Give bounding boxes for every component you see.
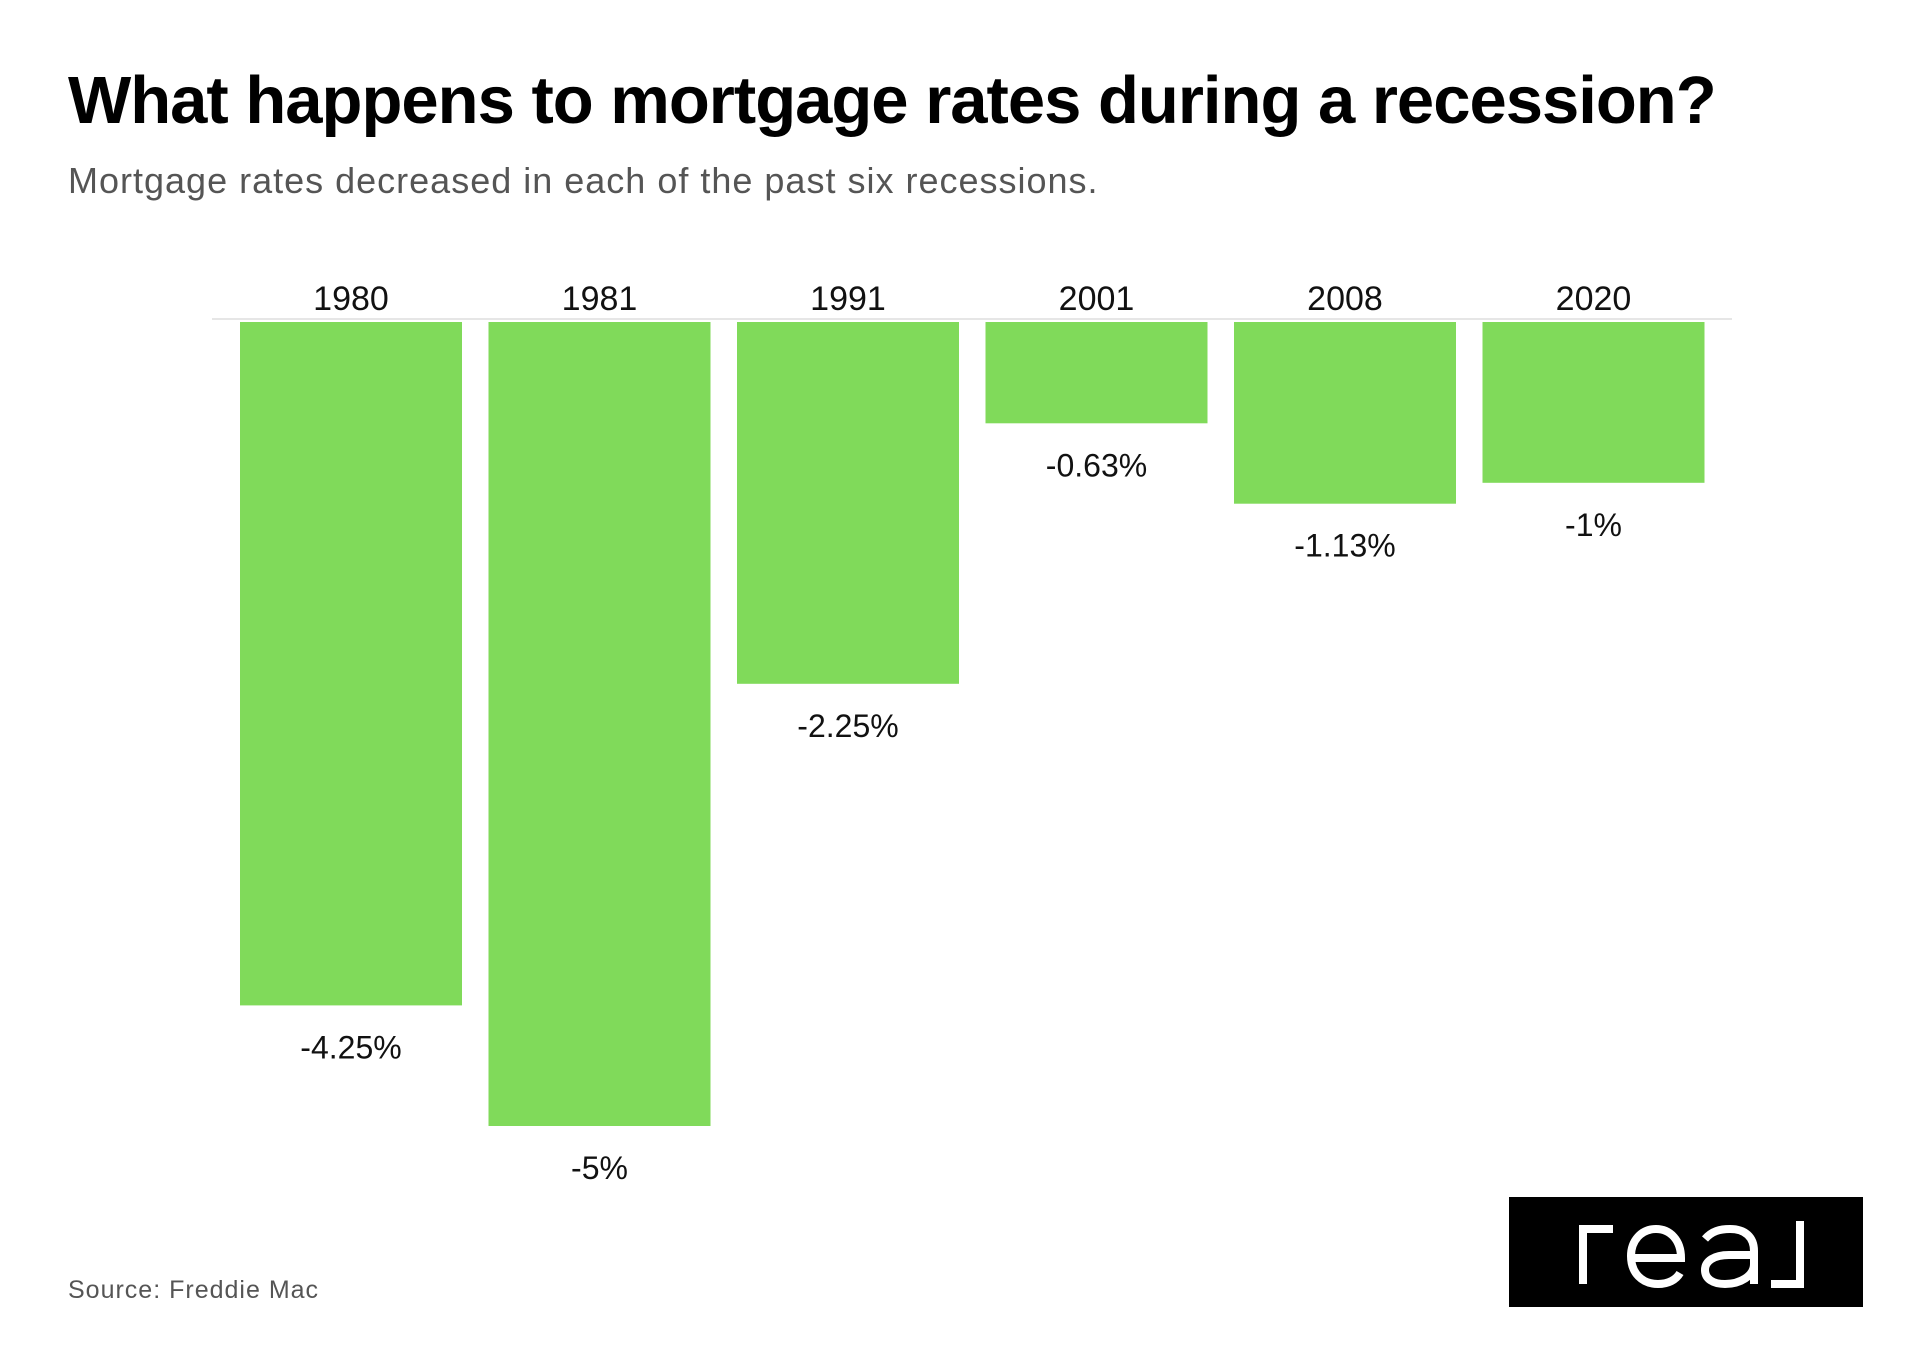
value-label-2020: -1%: [1565, 507, 1622, 543]
category-label-1980: 1980: [313, 280, 389, 318]
value-labels-group: -4.25% -5% -2.25% -0.63% -1.13% -1%: [300, 447, 1622, 1186]
bar-1981: [488, 322, 711, 1126]
category-label-1991: 1991: [810, 280, 886, 318]
category-label-2020: 2020: [1556, 280, 1632, 318]
bar-2020: [1482, 322, 1705, 483]
bar-2008: [1234, 322, 1456, 504]
value-label-1991: -2.25%: [797, 708, 898, 744]
category-label-1981: 1981: [562, 280, 638, 318]
category-labels-group: 1980 1981 1991 2001 2008 2020: [313, 280, 1631, 318]
source-note: Source: Freddie Mac: [68, 1276, 320, 1304]
category-label-2001: 2001: [1059, 280, 1135, 318]
bar-1991: [737, 322, 959, 684]
bar-2001: [985, 322, 1208, 424]
real-logo: [1509, 1197, 1863, 1307]
value-label-2001: -0.63%: [1046, 447, 1147, 483]
category-label-2008: 2008: [1307, 280, 1383, 318]
value-label-1980: -4.25%: [300, 1029, 401, 1065]
bar-1980: [240, 322, 462, 1006]
bars-group: [240, 322, 1705, 1126]
value-label-1981: -5%: [571, 1150, 628, 1186]
value-label-2008: -1.13%: [1294, 528, 1395, 564]
chart-title: What happens to mortgage rates during a …: [68, 63, 1717, 138]
chart-subtitle: Mortgage rates decreased in each of the …: [68, 160, 1099, 201]
